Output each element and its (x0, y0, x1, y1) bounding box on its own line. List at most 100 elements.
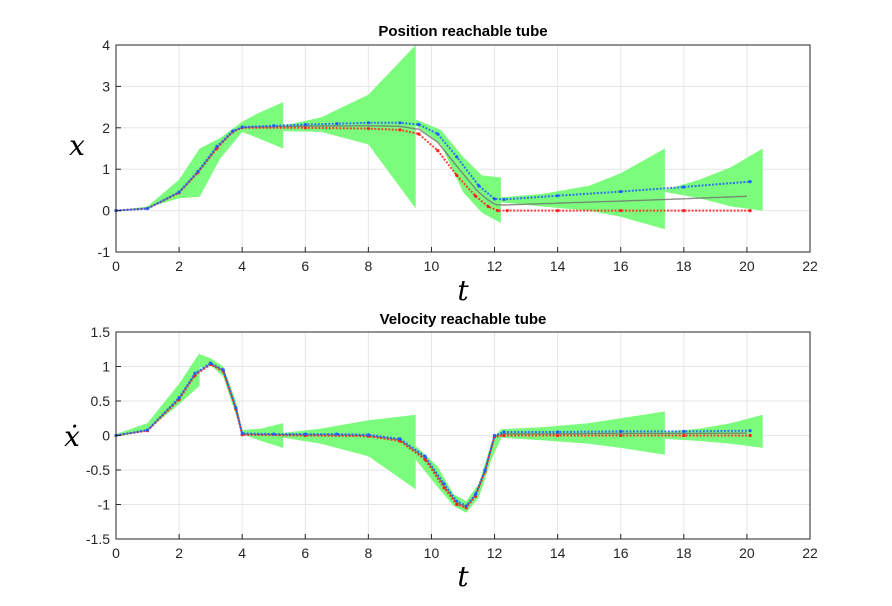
position-upper-point (417, 122, 421, 127)
velocity-upper-point (221, 368, 225, 372)
velocity-x-tick-label: 6 (301, 545, 309, 561)
position-upper-point (748, 180, 752, 184)
position-x-ticks: 0 2 4 6 8 10 12 14 16 18 20 22 (112, 247, 818, 274)
velocity-y-tick-label: 0 (102, 428, 110, 444)
velocity-y-tick-label: 1 (102, 359, 110, 375)
velocity-lower-point (748, 433, 752, 438)
velocity-upper-point (209, 361, 213, 365)
velocity-plot: 0 2 4 6 8 10 12 14 16 18 20 22 -1.5 -1 -0.5 0 0.5 1 1.5 V… (64, 311, 818, 593)
position-tube-segment (415, 119, 501, 223)
velocity-upper-point (240, 431, 244, 435)
velocity-upper-point (455, 499, 459, 503)
velocity-x-tick-label: 14 (550, 545, 566, 561)
velocity-upper-point (177, 396, 181, 400)
position-upper-point (556, 194, 560, 198)
velocity-tube-segment (415, 428, 501, 513)
position-upper-point (682, 185, 686, 189)
position-lower-point (455, 173, 459, 177)
position-lower-point (303, 126, 307, 130)
velocity-x-tick-label: 16 (613, 545, 629, 561)
position-lower-point (496, 209, 500, 213)
position-upper-trajectory (115, 121, 751, 212)
position-upper-point (366, 121, 370, 125)
position-upper-point (272, 124, 276, 128)
position-title: Position reachable tube (378, 23, 547, 40)
position-lower-point (474, 194, 478, 198)
velocity-upper-point (398, 437, 402, 441)
position-trajectories (114, 121, 752, 213)
position-upper-point (398, 121, 402, 125)
velocity-lower-point (502, 433, 506, 438)
velocity-x-tick-label: 8 (364, 545, 372, 561)
position-x-tick-label: 12 (487, 258, 503, 274)
position-y-tick-label: 3 (102, 78, 110, 94)
position-upper-point (502, 197, 506, 201)
position-x-tick-label: 6 (301, 258, 309, 274)
position-lower-point (436, 149, 440, 153)
velocity-upper-point (464, 504, 468, 508)
position-upper-point (436, 132, 440, 136)
position-x-tick-label: 8 (364, 258, 372, 274)
velocity-lower-point (556, 433, 560, 438)
velocity-upper-point (303, 432, 307, 436)
position-axes-box (115, 44, 811, 253)
position-x-tick-label: 20 (739, 258, 755, 274)
velocity-lower-point (455, 502, 459, 507)
velocity-y-tick-label: 1.5 (91, 324, 111, 340)
position-lower-point (417, 132, 421, 136)
position-upper-point (240, 125, 244, 129)
velocity-upper-point (335, 432, 339, 436)
position-upper-point (196, 169, 200, 173)
position-upper-point (477, 184, 481, 188)
position-y-tick-label: 0 (102, 203, 110, 219)
position-lower-point (486, 204, 490, 209)
velocity-x-tick-label: 18 (676, 545, 692, 561)
velocity-lower-point (682, 433, 686, 438)
velocity-upper-point (193, 371, 197, 375)
velocity-x-tick-label: 12 (487, 545, 503, 561)
velocity-y-ticks: -1.5 -1 -0.5 0 0.5 1 1.5 (86, 324, 121, 547)
position-lower-point (398, 128, 402, 132)
velocity-upper-point (492, 433, 497, 438)
velocity-y-tick-label: -1 (98, 497, 111, 513)
velocity-upper-point (145, 428, 150, 432)
position-lower-point (682, 209, 686, 213)
position-upper-point (455, 155, 459, 159)
velocity-upper-point (234, 406, 238, 410)
position-tube-segment (500, 148, 665, 230)
velocity-upper-point (502, 430, 506, 434)
velocity-upper-point (619, 429, 623, 433)
position-x-tick-label: 14 (550, 258, 566, 274)
position-x-tick-label: 22 (802, 258, 818, 274)
velocity-upper-point (423, 454, 427, 458)
position-upper-point (619, 190, 623, 194)
velocity-title: Velocity reachable tube (380, 311, 547, 328)
position-lower-point (366, 127, 370, 131)
position-lower-point (619, 209, 623, 213)
velocity-lower-point (619, 433, 623, 438)
velocity-trajectories (114, 361, 752, 510)
velocity-x-ticks: 0 2 4 6 8 10 12 14 16 18 20 22 (112, 534, 818, 561)
position-tube-segment (664, 148, 763, 211)
velocity-x-tick-label: 22 (802, 545, 818, 561)
position-upper-point (215, 144, 219, 148)
velocity-y-tick-label: 0.5 (91, 393, 111, 409)
position-upper-point (231, 129, 235, 133)
velocity-x-tick-label: 2 (175, 545, 183, 561)
position-x-tick-label: 4 (238, 258, 246, 274)
velocity-x-tick-label: 4 (238, 545, 246, 561)
velocity-y-tick-label: -1.5 (86, 531, 110, 547)
velocity-x-tick-label: 10 (424, 545, 440, 561)
position-upper-point (303, 122, 307, 127)
velocity-y-tick-label: -0.5 (86, 462, 110, 478)
velocity-upper-point (483, 468, 487, 472)
velocity-upper-point (556, 430, 560, 434)
velocity-upper-point (366, 433, 370, 437)
position-lower-point (556, 209, 560, 213)
position-y-label: x (69, 129, 85, 162)
velocity-x-tick-label: 20 (739, 545, 755, 561)
position-upper-point (145, 206, 150, 211)
velocity-lower-trajectory (115, 363, 751, 510)
